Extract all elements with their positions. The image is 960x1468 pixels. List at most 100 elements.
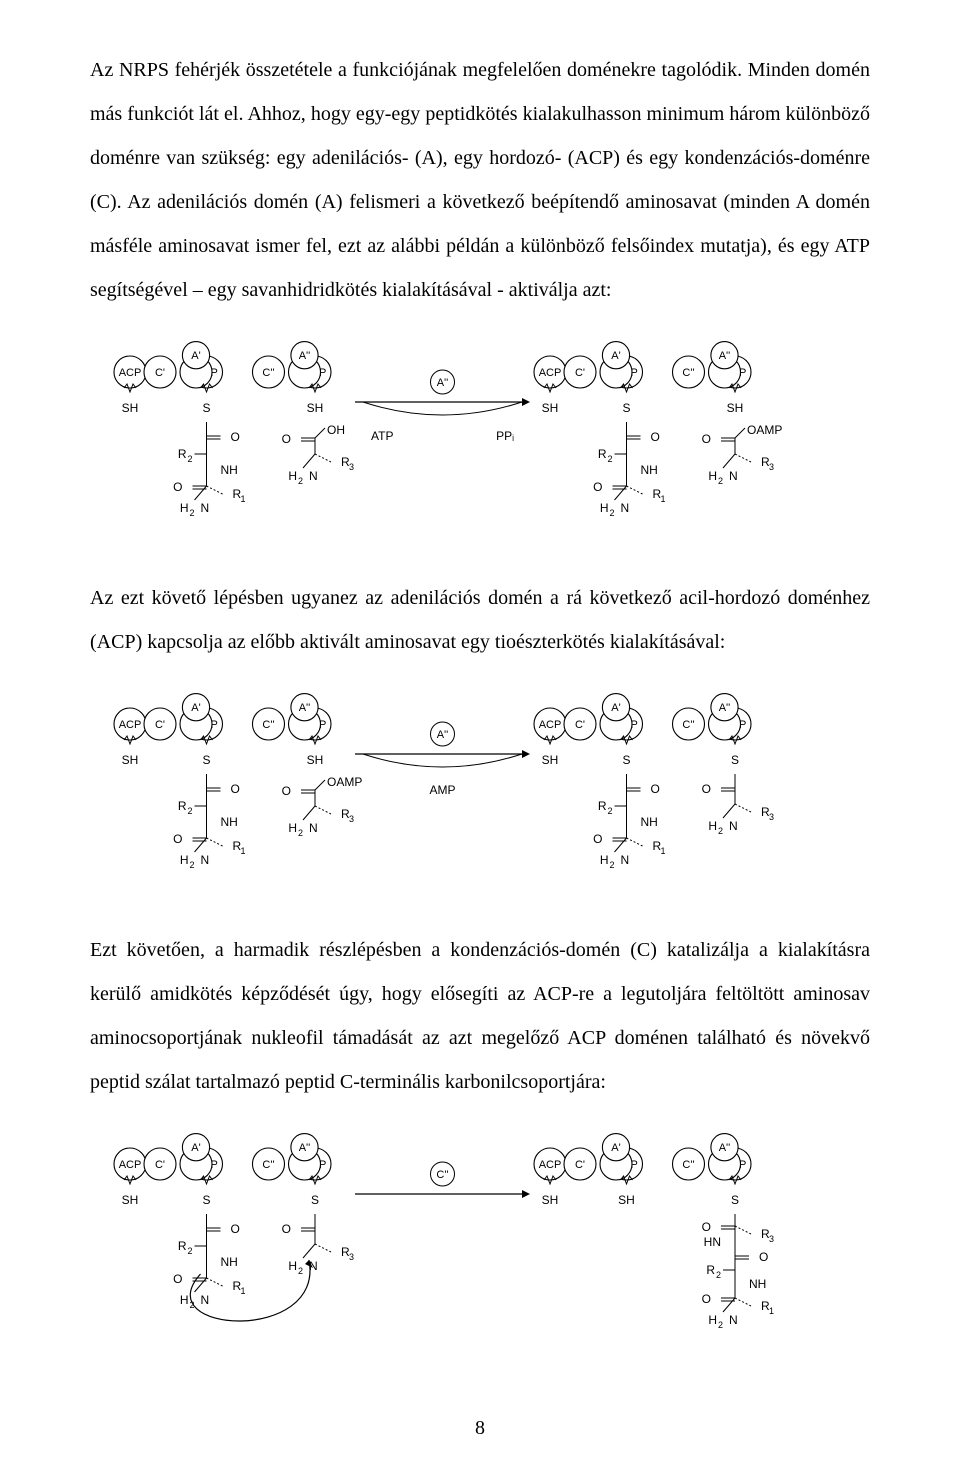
svg-text:2: 2 — [607, 454, 612, 464]
svg-text:1: 1 — [241, 846, 246, 856]
svg-text:ACP: ACP — [119, 1159, 142, 1171]
svg-text:PPᵢ: PPᵢ — [496, 429, 514, 443]
reaction-scheme-2: ACPC'ACPA'C''ACPA''SHSOR2NHOR1H2NSHOOAMP… — [90, 682, 870, 902]
svg-text:A'': A'' — [299, 702, 311, 714]
svg-text:R: R — [598, 799, 607, 813]
svg-text:C': C' — [575, 719, 585, 731]
svg-text:NH: NH — [641, 463, 658, 477]
svg-text:H: H — [180, 853, 189, 867]
svg-text:SH: SH — [122, 1193, 139, 1207]
svg-text:A': A' — [611, 1142, 620, 1154]
svg-text:H: H — [708, 469, 717, 483]
svg-text:O: O — [651, 782, 660, 796]
svg-text:3: 3 — [349, 462, 354, 472]
svg-text:H: H — [288, 469, 297, 483]
svg-text:ACP: ACP — [119, 367, 142, 379]
svg-text:NH: NH — [221, 463, 238, 477]
svg-text:SH: SH — [618, 1193, 635, 1207]
svg-text:2: 2 — [298, 1266, 303, 1276]
svg-text:2: 2 — [716, 1270, 721, 1280]
svg-text:2: 2 — [607, 806, 612, 816]
svg-text:3: 3 — [769, 1234, 774, 1244]
svg-text:SH: SH — [307, 401, 324, 415]
svg-text:NH: NH — [749, 1277, 766, 1291]
svg-text:SH: SH — [122, 753, 139, 767]
svg-text:O: O — [593, 480, 602, 494]
svg-text:2: 2 — [718, 1320, 723, 1330]
svg-text:S: S — [202, 1193, 210, 1207]
svg-text:N: N — [621, 853, 630, 867]
svg-text:S: S — [731, 1193, 739, 1207]
svg-text:SH: SH — [122, 401, 139, 415]
svg-text:2: 2 — [718, 476, 723, 486]
svg-text:O: O — [231, 430, 240, 444]
svg-text:1: 1 — [661, 846, 666, 856]
svg-text:C'': C'' — [262, 1159, 274, 1171]
reaction-scheme-3: ACPC'ACPA'C''ACPA''SHSOR2NHOR1H2NSOR3H2N… — [90, 1122, 870, 1382]
svg-text:3: 3 — [769, 462, 774, 472]
svg-text:R: R — [178, 1239, 187, 1253]
svg-text:S: S — [622, 401, 630, 415]
paragraph-2: Az ezt követő lépésben ugyanez az adenil… — [90, 576, 870, 664]
svg-text:R: R — [706, 1263, 715, 1277]
svg-text:C': C' — [575, 1159, 585, 1171]
svg-text:SH: SH — [727, 401, 744, 415]
svg-text:A': A' — [611, 702, 620, 714]
svg-text:N: N — [201, 1293, 210, 1307]
svg-text:SH: SH — [542, 401, 559, 415]
svg-text:3: 3 — [349, 814, 354, 824]
svg-text:2: 2 — [298, 828, 303, 838]
svg-text:A'': A'' — [299, 350, 311, 362]
svg-text:NH: NH — [641, 815, 658, 829]
svg-text:ACP: ACP — [539, 719, 562, 731]
paragraph-3: Ezt követően, a harmadik részlépésben a … — [90, 928, 870, 1104]
svg-text:HN: HN — [704, 1235, 721, 1249]
svg-text:OH: OH — [327, 423, 345, 437]
svg-text:O: O — [593, 832, 602, 846]
svg-text:A': A' — [191, 1142, 200, 1154]
svg-text:S: S — [202, 753, 210, 767]
svg-text:2: 2 — [187, 1246, 192, 1256]
svg-text:C': C' — [155, 367, 165, 379]
svg-text:C'': C'' — [262, 719, 274, 731]
svg-text:AMP: AMP — [429, 783, 455, 797]
svg-text:C'': C'' — [682, 719, 694, 731]
svg-text:1: 1 — [769, 1306, 774, 1316]
svg-text:R: R — [598, 447, 607, 461]
svg-text:O: O — [282, 1222, 291, 1236]
svg-text:H: H — [180, 501, 189, 515]
svg-text:SH: SH — [307, 753, 324, 767]
svg-text:N: N — [201, 501, 210, 515]
svg-text:N: N — [729, 1313, 738, 1327]
svg-text:1: 1 — [241, 1286, 246, 1296]
svg-text:NH: NH — [221, 1255, 238, 1269]
svg-text:2: 2 — [189, 508, 194, 518]
svg-text:R: R — [178, 799, 187, 813]
reaction-scheme-1: ACPC'ACPA'C''ACPA''SHSOR2NHOR1H2NSHOOHR3… — [90, 330, 870, 550]
svg-text:O: O — [173, 1272, 182, 1286]
svg-text:OAMP: OAMP — [747, 423, 782, 437]
svg-text:N: N — [729, 819, 738, 833]
svg-text:O: O — [702, 432, 711, 446]
svg-text:1: 1 — [241, 494, 246, 504]
svg-text:C'': C'' — [436, 1169, 448, 1181]
svg-text:O: O — [702, 1292, 711, 1306]
svg-text:A': A' — [611, 350, 620, 362]
svg-text:A'': A'' — [719, 1142, 731, 1154]
svg-text:2: 2 — [609, 860, 614, 870]
svg-text:1: 1 — [661, 494, 666, 504]
svg-text:ACP: ACP — [539, 1159, 562, 1171]
svg-text:N: N — [309, 821, 318, 835]
svg-text:S: S — [202, 401, 210, 415]
svg-text:A'': A'' — [719, 350, 731, 362]
svg-text:N: N — [621, 501, 630, 515]
svg-text:2: 2 — [718, 826, 723, 836]
paragraph-1: Az NRPS fehérjék összetétele a funkciójá… — [90, 48, 870, 312]
svg-text:O: O — [651, 430, 660, 444]
svg-text:N: N — [309, 469, 318, 483]
svg-text:H: H — [600, 853, 609, 867]
svg-text:O: O — [282, 784, 291, 798]
svg-text:C': C' — [155, 1159, 165, 1171]
svg-text:C'': C'' — [682, 367, 694, 379]
svg-text:S: S — [622, 753, 630, 767]
